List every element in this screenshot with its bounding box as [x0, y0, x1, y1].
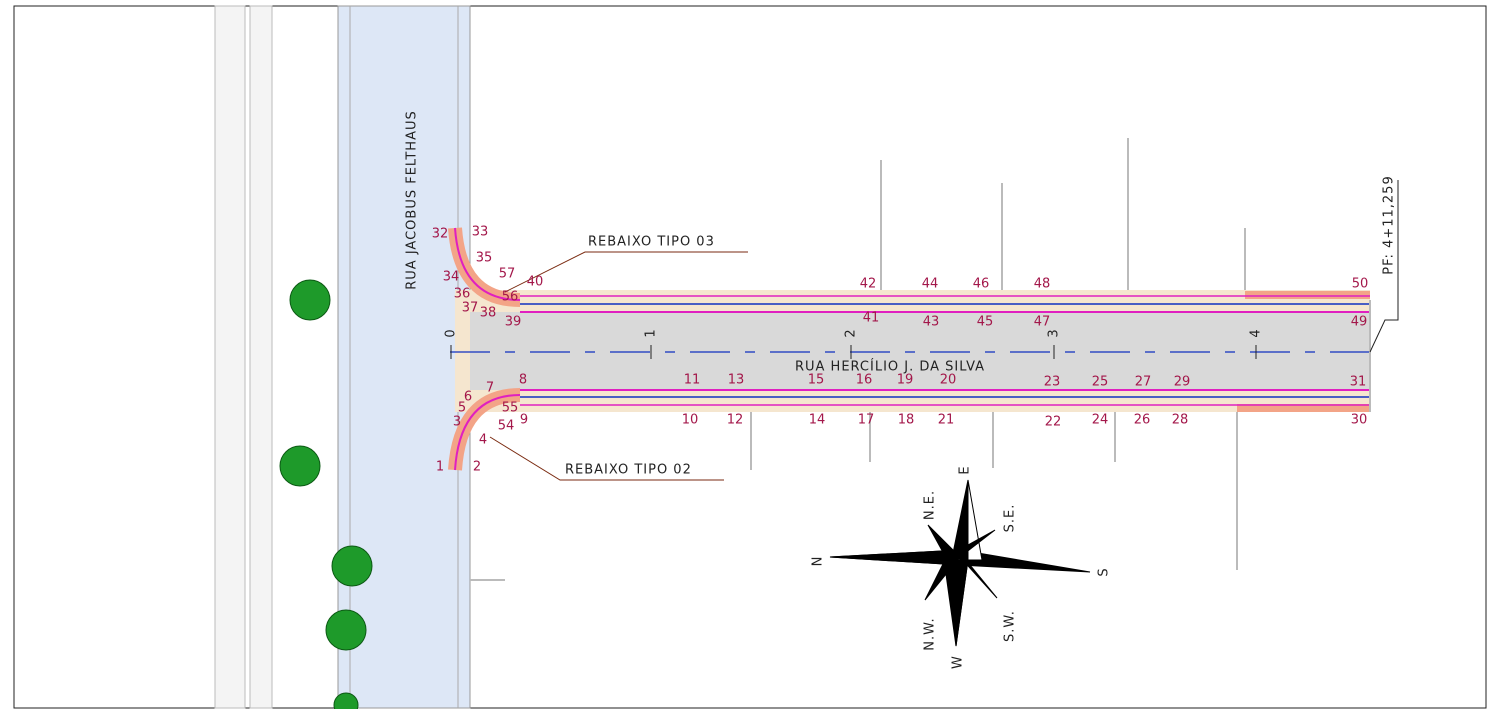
point-label: 42 [860, 277, 877, 292]
point-label: 32 [432, 227, 449, 242]
point-label: 21 [938, 413, 955, 428]
compass-label: E [958, 465, 973, 474]
end-station: PF: 4+11,259 [1382, 175, 1397, 274]
point-label: 9 [520, 413, 528, 428]
point-label: 27 [1135, 375, 1152, 390]
trees [279, 279, 373, 713]
point-label: 5 [458, 401, 466, 416]
horizontal-road [470, 312, 1370, 390]
point-label: 8 [519, 373, 527, 388]
point-label: 25 [1092, 375, 1109, 390]
station-label: 4 [1249, 328, 1264, 337]
compass-label: S.E. [1003, 504, 1018, 533]
vertical-road [337, 5, 471, 709]
point-label: 31 [1350, 375, 1367, 390]
point-label: 17 [858, 413, 875, 428]
point-label: 3 [453, 415, 461, 430]
leader [504, 251, 748, 293]
strip [249, 5, 273, 709]
point-label: 6 [464, 390, 472, 405]
point-label: 55 [502, 401, 519, 416]
compass-label: S [1097, 567, 1112, 576]
point-label: 2 [473, 460, 481, 475]
point-label: 39 [505, 315, 522, 330]
point-label: 11 [684, 373, 701, 388]
point-label: 34 [443, 270, 460, 285]
point-label: 26 [1134, 413, 1151, 428]
station-label: 0 [444, 328, 459, 337]
station-label: 2 [844, 328, 859, 337]
point-label: 7 [486, 381, 494, 396]
point-label: 24 [1092, 413, 1109, 428]
point-label: 4 [479, 433, 487, 448]
stations: 0 1 2 3 4 [444, 328, 1264, 359]
point-label: 22 [1045, 415, 1062, 430]
point-label: 54 [498, 419, 515, 434]
point-label: 50 [1352, 277, 1369, 292]
callout: REBAIXO TIPO 02 [565, 463, 692, 478]
point-label: 40 [527, 275, 544, 290]
point-label: 23 [1044, 375, 1061, 390]
point-label: 47 [1034, 315, 1051, 330]
street-name: RUA JACOBUS FELTHAUS [405, 110, 420, 290]
point-label: 57 [499, 267, 516, 282]
corner-line [454, 394, 521, 471]
leader [1369, 180, 1399, 353]
strip [214, 5, 246, 709]
point-label: 29 [1174, 375, 1191, 390]
point-label: 48 [1034, 277, 1051, 292]
point-label: 28 [1172, 413, 1189, 428]
callout: REBAIXO TIPO 03 [588, 235, 715, 250]
point-label: 38 [480, 306, 497, 321]
lot-lines [470, 138, 1371, 581]
station-label: 1 [644, 328, 659, 337]
point-label: 36 [454, 287, 471, 302]
leader [489, 436, 724, 481]
compass-label: N [811, 556, 826, 567]
ramp [1245, 291, 1370, 299]
compass-label: W [951, 655, 966, 669]
point-label: 19 [897, 373, 914, 388]
point-label: 35 [476, 251, 493, 266]
point-label: 14 [809, 413, 826, 428]
point-label: 44 [922, 277, 939, 292]
point-label: 10 [682, 413, 699, 428]
point-label: 33 [472, 225, 489, 240]
point-label: 20 [940, 373, 957, 388]
point-label: 12 [727, 413, 744, 428]
point-label: 45 [977, 315, 994, 330]
point-label: 49 [1351, 315, 1368, 330]
point-label: 43 [923, 315, 940, 330]
point-label: 41 [863, 311, 880, 326]
compass-label: N.E. [923, 490, 938, 520]
corner-line [454, 227, 521, 301]
station-label: 3 [1047, 328, 1062, 337]
point-label: 37 [462, 301, 479, 316]
point-label: 13 [728, 373, 745, 388]
street-name: RUA HERCÍLIO J. DA SILVA [795, 359, 985, 375]
ramp [1237, 404, 1370, 412]
point-label: 18 [898, 413, 915, 428]
compass-label: S.W. [1003, 610, 1018, 642]
point-label: 46 [973, 277, 990, 292]
compass-label: N.W. [923, 617, 938, 650]
point-label: 15 [808, 373, 825, 388]
compass-rose [829, 479, 1091, 647]
point-label: 16 [856, 373, 873, 388]
point-label: 30 [1351, 413, 1368, 428]
point-label: 1 [436, 460, 444, 475]
point-label: 56 [502, 290, 519, 305]
